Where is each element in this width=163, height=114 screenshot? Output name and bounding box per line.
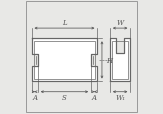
Polygon shape — [110, 39, 130, 82]
Text: A: A — [32, 94, 37, 101]
Text: A: A — [92, 94, 97, 101]
Text: L: L — [62, 19, 67, 27]
Text: S: S — [62, 94, 67, 101]
Bar — [34, 41, 95, 79]
Text: W: W — [117, 19, 124, 27]
Polygon shape — [31, 39, 97, 82]
Bar — [112, 41, 128, 79]
Text: W₁: W₁ — [115, 94, 125, 101]
Text: H: H — [106, 56, 113, 64]
